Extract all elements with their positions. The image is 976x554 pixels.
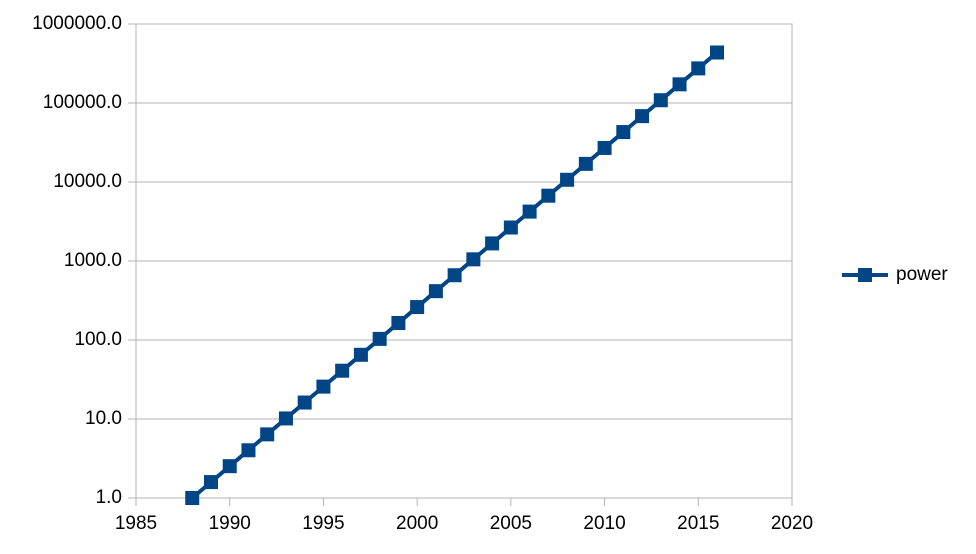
point-marker [353, 347, 368, 362]
point-marker [222, 459, 237, 474]
point-marker [316, 379, 331, 394]
point-marker [391, 315, 406, 330]
point-marker [410, 300, 425, 315]
point-marker [635, 109, 650, 124]
legend-marker [858, 268, 872, 282]
legend-label: power [896, 264, 948, 285]
point-marker [522, 204, 537, 219]
x-tick-label: 2005 [490, 513, 532, 534]
x-tick-label: 2000 [396, 513, 438, 534]
y-tick-label: 100000.0 [43, 92, 122, 113]
point-marker [447, 268, 462, 283]
point-marker [335, 363, 350, 378]
point-marker [428, 284, 443, 299]
x-tick-label: 2020 [771, 513, 813, 534]
point-marker [578, 156, 593, 171]
point-marker [710, 45, 725, 60]
point-marker [691, 61, 706, 76]
point-marker [185, 491, 200, 505]
x-tick-label: 1990 [209, 513, 251, 534]
point-marker [203, 475, 218, 490]
y-tick-label: 10.0 [85, 408, 122, 429]
point-marker [653, 93, 668, 108]
point-marker [560, 172, 575, 187]
point-marker [260, 427, 275, 442]
x-tick-label: 2015 [677, 513, 719, 534]
point-marker [241, 443, 256, 458]
x-tick-label: 1995 [302, 513, 344, 534]
point-marker [503, 220, 518, 235]
point-marker [466, 252, 481, 267]
y-tick-label: 1000.0 [64, 250, 122, 271]
point-marker [597, 140, 612, 155]
point-marker [672, 77, 687, 92]
x-tick-label: 2010 [583, 513, 625, 534]
y-tick-label: 10000.0 [53, 171, 122, 192]
plot-frame [135, 23, 793, 499]
point-marker [541, 188, 556, 203]
point-marker [278, 411, 293, 426]
point-marker [297, 395, 312, 410]
point-marker [616, 125, 631, 140]
x-tick-label: 1985 [115, 513, 157, 534]
point-marker [372, 331, 387, 346]
point-marker [485, 236, 500, 251]
y-tick-label: 1.0 [96, 487, 122, 508]
y-tick-label: 1000000.0 [32, 13, 122, 34]
y-tick-label: 100.0 [74, 329, 122, 350]
